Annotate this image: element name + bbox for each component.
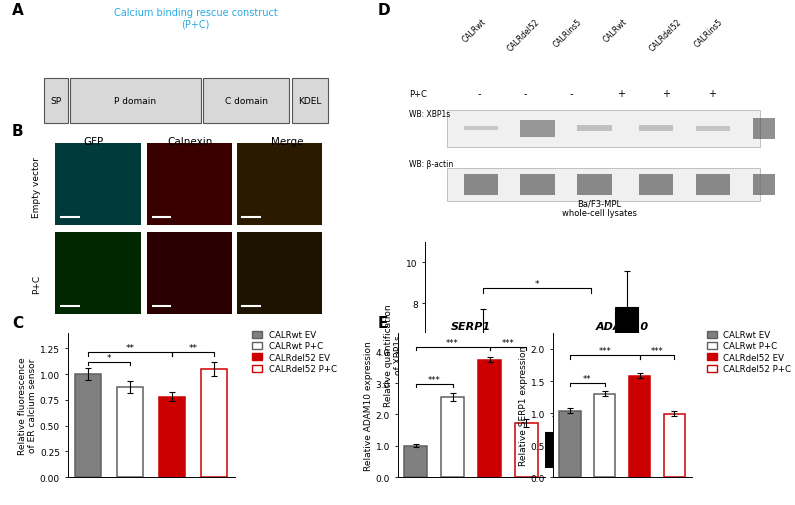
Text: +: +	[617, 89, 625, 99]
Bar	[44, 79, 68, 124]
Text: A: A	[12, 3, 24, 18]
Text: **: **	[188, 344, 197, 353]
Bar	[753, 175, 787, 195]
Bar	[117, 387, 143, 477]
Text: ***: ***	[650, 347, 663, 356]
Bar	[436, 447, 458, 467]
Text: CALRwt: CALRwt	[460, 17, 487, 44]
Bar	[544, 432, 566, 467]
Y-axis label: Relative fluorescence
of ER calcium sensor: Relative fluorescence of ER calcium sens…	[17, 357, 37, 454]
Text: WB: XBP1s: WB: XBP1s	[409, 110, 450, 119]
Legend: CALRwt EV, CALRwt P+C, CALRdel52 EV, CALRdel52 P+C: CALRwt EV, CALRwt P+C, CALRdel52 EV, CAL…	[252, 330, 336, 374]
Text: C domain: C domain	[225, 97, 268, 106]
Text: P domain: P domain	[114, 97, 157, 106]
Text: CALRwt: CALRwt	[602, 17, 629, 44]
Bar	[696, 127, 730, 131]
Text: +: +	[708, 89, 716, 99]
Bar	[463, 175, 498, 195]
Bar	[292, 79, 328, 124]
Text: WB: β-actin: WB: β-actin	[409, 160, 453, 169]
Bar	[447, 168, 760, 201]
Text: +: +	[662, 89, 670, 99]
Text: SP: SP	[50, 97, 61, 106]
Bar	[639, 126, 673, 132]
Bar	[76, 374, 101, 477]
Text: Calnexin: Calnexin	[168, 136, 213, 146]
Text: ***: ***	[428, 375, 440, 384]
Bar	[463, 127, 498, 131]
Y-axis label: Relative ADAM10 expression: Relative ADAM10 expression	[363, 340, 373, 470]
Bar	[507, 426, 529, 467]
Text: Empty vector: Empty vector	[32, 157, 41, 218]
Text: -: -	[569, 89, 572, 99]
Bar	[159, 397, 185, 477]
Text: ***: ***	[599, 347, 611, 356]
Bar	[559, 411, 580, 477]
Text: P+C: P+C	[32, 275, 41, 293]
Text: -: -	[478, 89, 481, 99]
Bar	[203, 79, 289, 124]
Text: D: D	[378, 3, 390, 18]
Bar	[404, 446, 427, 477]
Bar	[753, 119, 787, 139]
Text: *: *	[534, 280, 539, 288]
Text: CALRdel52: CALRdel52	[647, 17, 683, 53]
Bar	[478, 360, 501, 477]
Text: P+C: P+C	[409, 89, 427, 98]
Title: ADAM10: ADAM10	[595, 321, 649, 331]
Bar	[441, 397, 464, 477]
Bar	[577, 126, 611, 132]
Text: KDEL: KDEL	[298, 97, 321, 106]
Title: SERP1: SERP1	[451, 321, 491, 331]
Bar	[471, 342, 494, 467]
Bar	[201, 369, 227, 477]
Bar	[594, 394, 615, 477]
Text: B: B	[12, 124, 24, 139]
Bar	[664, 414, 685, 477]
Bar	[615, 308, 638, 467]
Bar	[447, 111, 760, 147]
Text: E: E	[378, 316, 388, 331]
Text: CALRins5: CALRins5	[552, 17, 584, 49]
Text: Merge: Merge	[271, 136, 304, 146]
Text: *: *	[107, 353, 111, 362]
Bar	[580, 434, 602, 467]
Text: -: -	[523, 89, 527, 99]
Text: CALRdel52: CALRdel52	[506, 17, 542, 53]
Text: GFP: GFP	[83, 136, 103, 146]
Bar	[515, 423, 538, 477]
Bar	[696, 175, 730, 195]
Y-axis label: Relative quantification
of XBP1s: Relative quantification of XBP1s	[384, 304, 403, 406]
Y-axis label: Relative SERP1 expression: Relative SERP1 expression	[518, 345, 528, 465]
Bar	[521, 175, 555, 195]
Bar	[577, 175, 611, 195]
Bar	[639, 175, 673, 195]
Text: ***: ***	[446, 338, 459, 347]
Text: C: C	[12, 316, 23, 331]
Text: **: **	[126, 344, 134, 353]
Text: ***: ***	[502, 338, 514, 347]
Text: Calcium binding rescue construct
(P+C): Calcium binding rescue construct (P+C)	[114, 8, 277, 30]
Bar	[629, 376, 650, 477]
Text: **: **	[583, 374, 591, 383]
Legend: CALRwt EV, CALRwt P+C, CALRdel52 EV, CALRdel52 P+C: CALRwt EV, CALRwt P+C, CALRdel52 EV, CAL…	[707, 330, 792, 374]
Text: Ba/F3-MPL
whole-cell lysates: Ba/F3-MPL whole-cell lysates	[562, 198, 637, 218]
Bar	[521, 120, 555, 138]
Text: CALRins5: CALRins5	[693, 17, 725, 49]
Bar	[70, 79, 201, 124]
